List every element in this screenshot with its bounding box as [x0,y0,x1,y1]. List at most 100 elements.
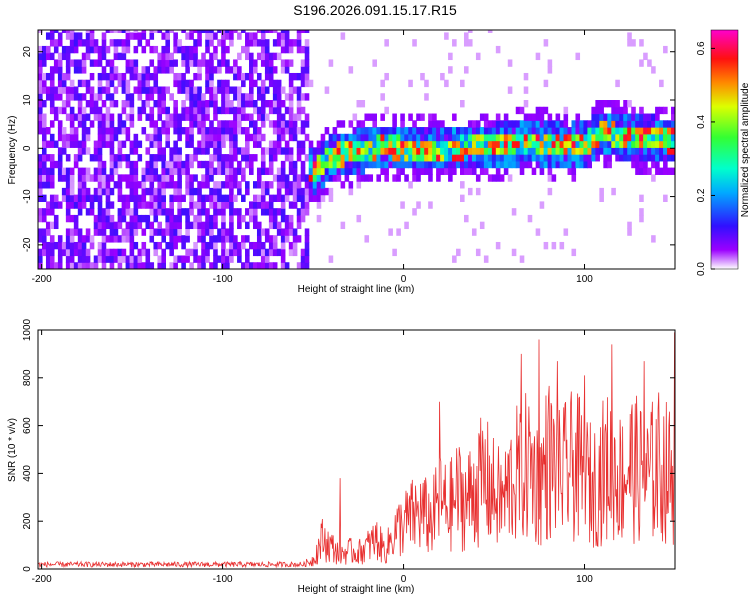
heatmap-cell [161,127,166,135]
heatmap-cell [189,160,194,169]
heatmap-cell [304,187,310,196]
heatmap-cell [252,221,258,230]
heatmap-cell [316,140,322,148]
heatmap-cell [332,140,338,148]
heatmap-cell [535,147,541,155]
heatmap-cell [639,208,644,216]
heatmap-cell [61,100,67,108]
heatmap-cell [300,79,306,88]
heatmap-cell [300,59,306,67]
heatmap-cell [404,147,409,155]
heatmap-cell [125,208,131,216]
heatmap-cell [328,160,334,169]
heatmap-cell [161,208,166,216]
heatmap-cell [272,79,278,88]
heatmap-cell [384,106,389,115]
heatmap-cell [420,133,425,142]
heatmap-cell [539,201,545,209]
heatmap-cell [109,248,115,257]
heatmap-cell [655,140,660,148]
heatmap-cell [376,127,381,135]
heatmap-cell [161,181,166,189]
heatmap-cell [396,174,401,182]
heatmap-cell [428,154,433,162]
heatmap-cell [181,194,186,202]
heatmap-cell [467,187,473,196]
heatmap-cell [201,133,206,142]
heatmap-cell [173,72,178,81]
heatmap-cell [260,93,266,101]
heatmap-cell [547,113,553,121]
heatmap-cell [129,255,135,263]
heatmap-cell [408,181,413,189]
heatmap-cell [288,93,294,101]
heatmap-cell [161,32,166,40]
heatmap-cell [101,174,107,182]
heatmap-cell [109,187,115,196]
heatmap-cell [125,160,131,169]
heatmap-cell [173,79,178,88]
heatmap-cell [221,127,226,135]
heatmap-cell [595,106,600,115]
heatmap-cell [623,100,628,108]
heatmap-cell [45,228,51,236]
heatmap-cell [65,255,71,263]
heatmap-cell [89,154,95,162]
heatmap-cell [65,201,71,209]
heatmap-cell [364,160,370,169]
heatmap-cell [575,52,581,61]
heatmap-cell [93,140,99,148]
heatmap-cell [77,262,83,269]
heatmap-cell [229,167,234,175]
heatmap-cell [643,160,648,169]
heatmap-cell [583,147,589,155]
heatmap-cell [400,127,405,135]
heatmap-cell [149,59,155,67]
heatmap-cell [304,59,310,67]
heatmap-cell [173,100,178,108]
heatmap-cell [101,262,107,269]
heatmap-cell [308,187,314,196]
heatmap-cell [615,147,620,155]
heatmap-cell [65,194,71,202]
heatmap-cell [57,93,63,101]
heatmap-cell [364,154,370,162]
heatmap-cell [117,154,123,162]
heatmap-cell [81,262,87,269]
heatmap-cell [189,262,194,269]
heatmap-cell [225,167,230,175]
heatmap-cell [245,147,250,155]
heatmap-cell [169,120,174,128]
heatmap-cell [256,181,262,189]
heatmap-cell [101,181,107,189]
heatmap-cell [527,154,533,162]
heatmap-cell [197,214,202,223]
heatmap-cell [651,147,656,155]
heatmap-cell [340,140,346,148]
heatmap-cell [137,32,143,40]
heatmap-cell [197,235,202,243]
heatmap-cell [65,248,71,257]
heatmap-cell [185,214,190,223]
heatmap-cell [300,208,306,216]
heatmap-cell [89,174,95,182]
heatmap-cell [149,140,155,148]
heatmap-cell [292,120,298,128]
heatmap-cell [440,167,445,175]
heatmap-cell [229,140,234,148]
heatmap-cell [205,181,210,189]
heatmap-cell [241,30,246,34]
heatmap-cell [213,147,218,155]
heatmap-cell [201,228,206,236]
heatmap-cell [256,194,262,202]
heatmap-cell [109,221,115,230]
heatmap-cell [264,45,270,54]
heatmap-cell [233,127,238,135]
heatmap-cell [217,194,222,202]
heatmap-cell [73,160,79,169]
snr-background [38,330,675,569]
heatmap-cell [185,221,190,230]
heatmap-cell [217,147,222,155]
heatmap-cell [280,100,286,108]
heatmap-cell [69,93,75,101]
